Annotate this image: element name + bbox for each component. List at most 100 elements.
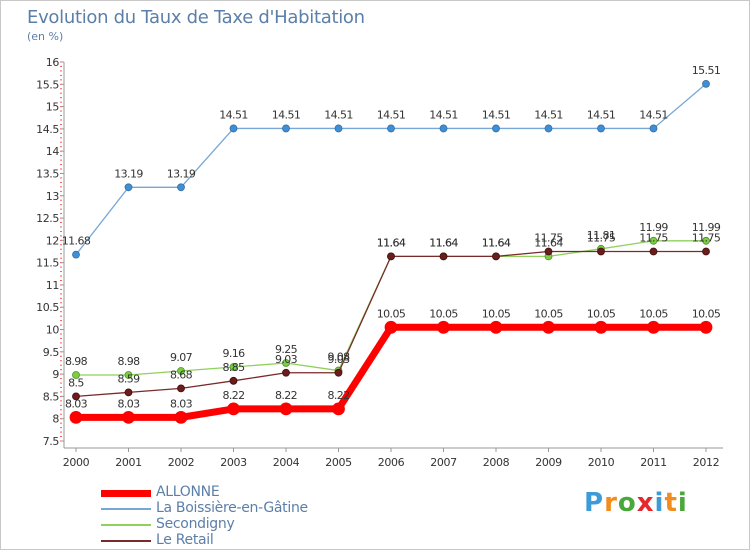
chart-subtitle: (en %) [27,30,64,43]
data-point [492,252,500,261]
data-label: 9.07 [170,351,193,364]
data-point [437,320,450,334]
x-tick-label: 2005 [325,456,352,469]
data-label: 10.05 [534,307,563,320]
data-point [439,252,448,261]
data-label: 15.51 [692,64,721,77]
data-label: 9.25 [275,343,298,356]
x-tick-label: 2011 [640,456,666,469]
data-label: 8.22 [327,389,349,402]
data-label: 14.51 [429,108,458,121]
data-point [124,388,133,397]
legend-swatch [101,508,151,510]
data-label: 10.05 [429,307,458,320]
data-label: 8.03 [65,397,88,410]
data-label: 11.81 [587,229,616,242]
logo-letter: t [664,488,678,518]
proxiti-logo: Proxiti [584,488,688,518]
data-label: 14.51 [272,108,301,121]
data-point [489,320,503,334]
y-tick-label: 13.5 [36,167,59,180]
data-label: 11.64 [482,236,511,249]
y-tick-label: 8 [52,413,59,426]
y-tick-label: 8.5 [43,390,60,403]
x-tick-label: 2002 [168,456,194,469]
data-point [702,79,710,88]
data-point [334,124,343,133]
data-point [229,363,238,371]
data-point [279,402,293,416]
logo-letter: i [654,488,665,518]
x-tick-label: 2003 [220,456,247,469]
legend-label: Secondigny [156,516,235,532]
legend-swatch [101,540,151,542]
data-label: 11.64 [534,236,563,249]
data-label: 8.59 [117,372,140,385]
data-label: 9.08 [327,351,350,364]
data-point [72,371,80,379]
data-point [282,124,290,133]
legend-swatch [101,524,151,526]
data-point [542,320,555,334]
data-point [124,183,133,192]
data-point [69,410,83,424]
data-point [699,320,713,334]
data-label: 9.16 [222,347,245,360]
data-point [649,236,658,245]
data-label: 8.03 [117,397,140,410]
logo-letter: i [677,488,688,518]
y-tick-label: 16 [46,56,60,69]
data-point [174,410,188,424]
data-label: 8.98 [65,355,88,368]
data-point [72,392,80,401]
data-label: 10.05 [377,307,406,320]
data-label: 10.05 [692,307,721,320]
y-tick-label: 14.5 [36,123,59,136]
y-tick-label: 13 [46,190,60,203]
y-tick-label: 10.5 [36,301,59,314]
data-point [229,376,238,385]
data-label: 14.51 [639,108,668,121]
x-tick-label: 2000 [63,456,90,469]
data-point [282,368,290,377]
data-label: 8.68 [170,368,193,381]
data-label: 9.03 [327,353,350,366]
x-tick-label: 2010 [588,456,615,469]
chart-title: Evolution du Taux de Taxe d'Habitation [27,7,365,28]
y-tick-label: 14 [46,145,60,158]
data-point [177,183,185,192]
data-point [384,320,398,334]
y-tick-label: 7.5 [43,435,60,448]
data-point [332,402,345,416]
data-label: 11.75 [692,232,721,245]
data-point [594,320,608,334]
data-point [177,367,185,375]
y-tick-label: 15 [46,101,60,114]
data-label: 10.05 [639,307,668,320]
data-label: 8.03 [170,397,193,410]
data-point [649,247,658,256]
data-point [649,124,658,133]
data-label: 11.99 [639,221,668,234]
x-tick-label: 2001 [115,456,141,469]
data-point [702,247,710,256]
y-tick-label: 12 [46,234,59,247]
logo-letter: r [604,488,618,518]
data-point [387,124,395,133]
y-tick-label: 12.5 [36,212,59,225]
data-label: 11.75 [639,232,668,245]
x-tick-label: 2012 [693,456,719,469]
legend-label: La Boissière-en-Gâtine [156,500,308,516]
x-tick-label: 2007 [430,456,457,469]
x-tick-label: 2006 [378,456,405,469]
data-label: 9.03 [275,353,298,366]
data-label: 11.64 [429,236,458,249]
data-label: 14.51 [482,108,511,121]
legend-swatch [101,489,151,497]
data-label: 11.64 [429,236,458,249]
y-tick-label: 15.5 [36,78,59,91]
data-label: 8.5 [68,376,84,389]
data-point [647,320,660,334]
data-label: 11.64 [377,236,406,249]
data-point [544,124,553,133]
